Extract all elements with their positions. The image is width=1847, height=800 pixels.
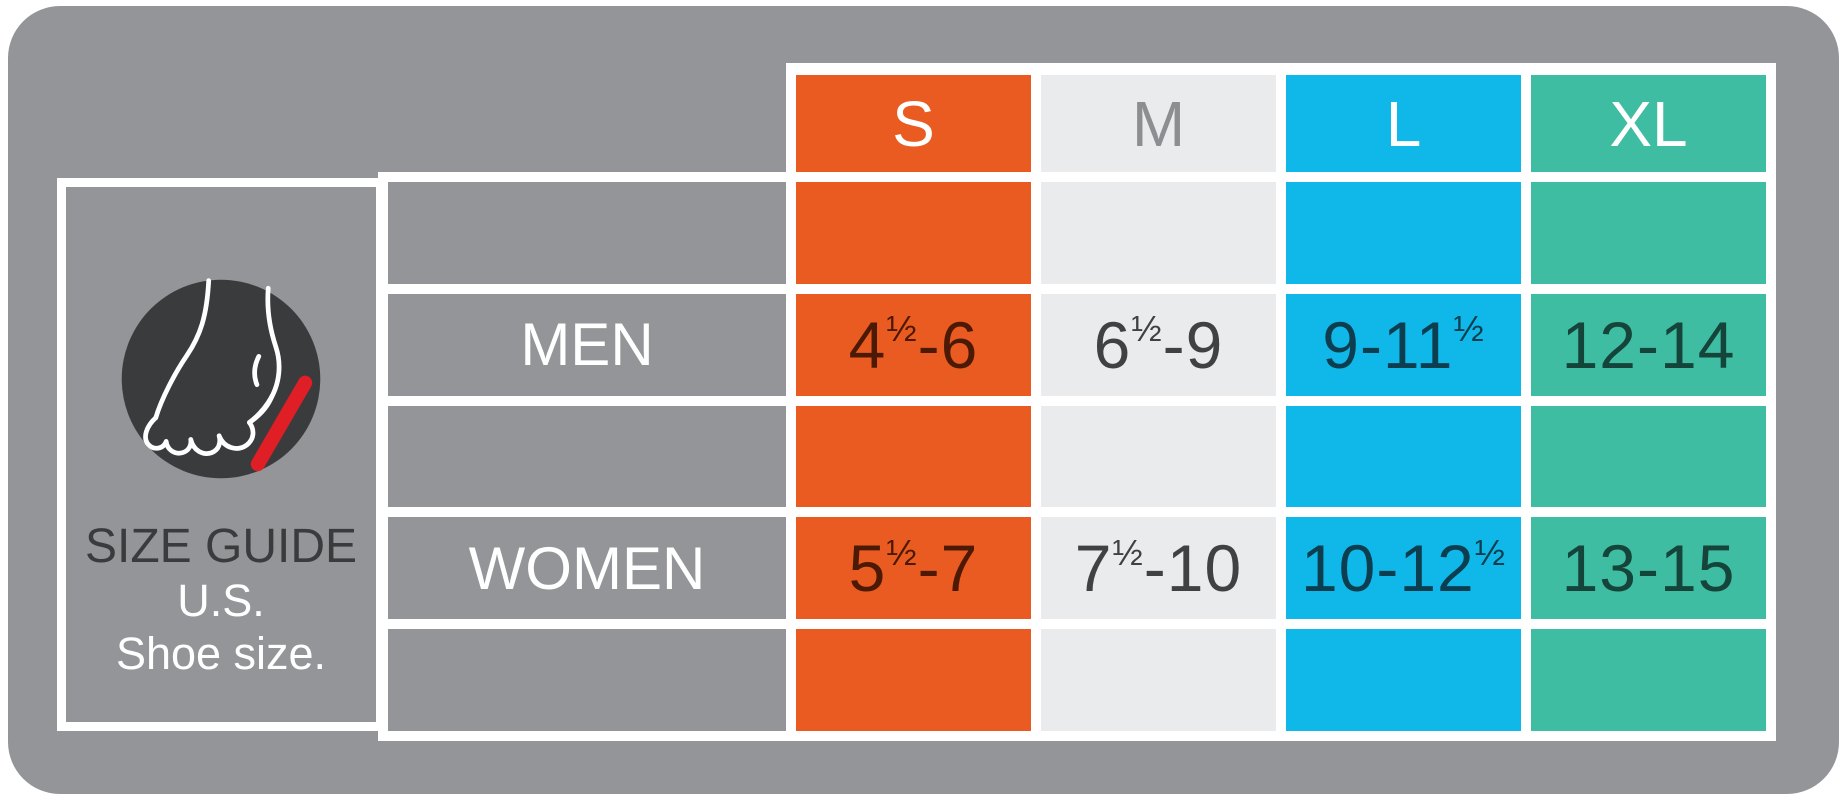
spacer-cell: [1286, 182, 1521, 284]
spacer-cell: [388, 629, 786, 731]
men-size-l: 9-11 ½: [1286, 293, 1521, 396]
spacer-cell: [388, 405, 786, 508]
spacer-cell: [1286, 405, 1521, 508]
size-column-header-l: L: [1286, 75, 1521, 172]
women-size-s: 5 ½ -7: [796, 517, 1031, 620]
spacer-cell: [1041, 405, 1276, 508]
size-column-header-s: S: [796, 75, 1031, 172]
spacer-cell: [796, 629, 1031, 731]
spacer-cell: [796, 182, 1031, 284]
spacer-cell: [796, 405, 1031, 508]
spacer-cell: [1531, 405, 1766, 508]
spacer-cell: [1041, 182, 1276, 284]
men-size-s: 4 ½ -6: [796, 293, 1031, 396]
foot-measure-icon: [117, 275, 325, 483]
size-guide-badge: SIZE GUIDE U.S. Shoe size.: [57, 178, 385, 731]
size-column-header-xl: XL: [1531, 75, 1766, 172]
spacer-cell: [1286, 629, 1521, 731]
women-size-l: 10-12 ½: [1286, 517, 1521, 620]
row-label-women: WOMEN: [388, 517, 786, 620]
spacer-cell: [1041, 629, 1276, 731]
women-size-xl: 13-15: [1531, 517, 1766, 620]
spacer-cell: [1531, 629, 1766, 731]
size-column-header-m: M: [1041, 75, 1276, 172]
men-size-xl: 12-14: [1531, 293, 1766, 396]
women-size-m: 7 ½ -10: [1041, 517, 1276, 620]
spacer-cell: [388, 182, 786, 284]
row-label-men: MEN: [388, 293, 786, 396]
measure-mark: [250, 375, 313, 472]
badge-title: SIZE GUIDE: [84, 520, 358, 573]
badge-subtitle-shoe-size: Shoe size.: [115, 628, 327, 679]
size-header-row: S M L XL: [786, 63, 1776, 172]
badge-subtitle-us: U.S.: [177, 575, 265, 626]
spacer-cell: [1531, 182, 1766, 284]
men-size-m: 6 ½ -9: [1041, 293, 1276, 396]
